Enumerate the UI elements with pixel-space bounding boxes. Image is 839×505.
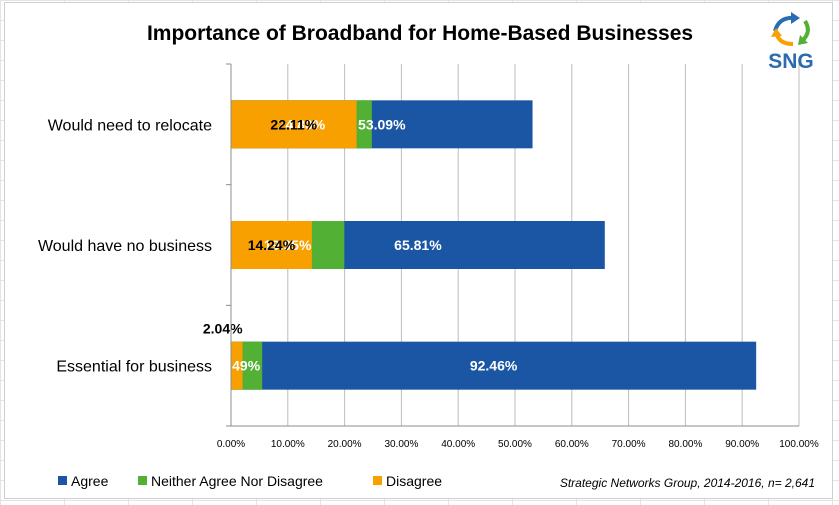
category-label: Would need to relocate xyxy=(48,117,212,134)
chart-area: 53.09% 24.80% 22.11% 65.81% 19.95% 14.24% 92.4… xyxy=(4,2,833,499)
category-label: Essential for business xyxy=(56,359,212,376)
logo-text: SNG xyxy=(768,50,814,73)
recycle-arrows-icon xyxy=(771,12,810,46)
data-label-agree: 92.46% xyxy=(470,358,518,374)
data-label-agree: 53.09% xyxy=(358,116,406,132)
legend-swatch-agree xyxy=(58,476,67,485)
x-tick-label: 70.00% xyxy=(612,439,646,450)
x-tick-label: 100.00% xyxy=(779,439,819,450)
legend-label-neither-agree-nor-disagree: Neither Agree Nor Disagree xyxy=(151,473,323,489)
x-tick-label: 20.00% xyxy=(328,439,362,450)
data-label-neither-agree-nor-disagree: 19.95% xyxy=(264,237,312,253)
data-label-neither-agree-nor-disagree: 24.80% xyxy=(278,116,326,132)
sng-logo: SNG xyxy=(768,12,814,73)
x-tick-label: 90.00% xyxy=(725,439,759,450)
data-labels: 53.09% 24.80%22.11% 65.81% 19.95%14.24% 92.4… xyxy=(203,116,518,373)
data-label-disagree: 14.24% xyxy=(248,237,296,253)
bar-disagree xyxy=(231,341,243,390)
x-tick-label: 0.00% xyxy=(217,439,245,450)
bar-disagree xyxy=(231,221,312,269)
data-label-agree: 65.81% xyxy=(394,237,442,253)
bar-agree xyxy=(231,341,757,390)
source-note: Strategic Networks Group, 2014-2016, n= … xyxy=(560,476,815,490)
data-label-disagree: 2.04% xyxy=(203,321,243,337)
bars xyxy=(231,100,757,390)
x-tick-label: 80.00% xyxy=(668,439,702,450)
x-tick-label: 10.00% xyxy=(271,439,305,450)
legend-swatch-disagree xyxy=(373,476,382,485)
legend-label-disagree: Disagree xyxy=(386,473,442,489)
data-label-neither-agree-nor-disagree: 5.49% xyxy=(220,358,260,374)
legend-label-agree: Agree xyxy=(71,473,109,489)
bar-chart: 53.09% 24.80%22.11% 65.81% 19.95%14.24% 92.4… xyxy=(38,12,819,490)
axes: 0.00% 10.00% 20.00% 30.00% 40.00% 50.00% 60.00… xyxy=(38,63,819,450)
legend: Agree Neither Agree Nor Disagree Disagree xyxy=(58,473,442,489)
legend-swatch-neither-agree-nor-disagree xyxy=(138,476,147,485)
bar-disagree xyxy=(231,100,357,149)
x-tick-label: 40.00% xyxy=(441,439,475,450)
x-tick-label: 30.00% xyxy=(384,439,418,450)
x-tick-label: 50.00% xyxy=(498,439,532,450)
data-label-disagree: 22.11% xyxy=(270,116,317,132)
category-label: Would have no business xyxy=(38,238,212,255)
chart-title: Importance of Broadband for Home-Based B… xyxy=(147,22,693,45)
x-tick-label: 60.00% xyxy=(555,439,589,450)
